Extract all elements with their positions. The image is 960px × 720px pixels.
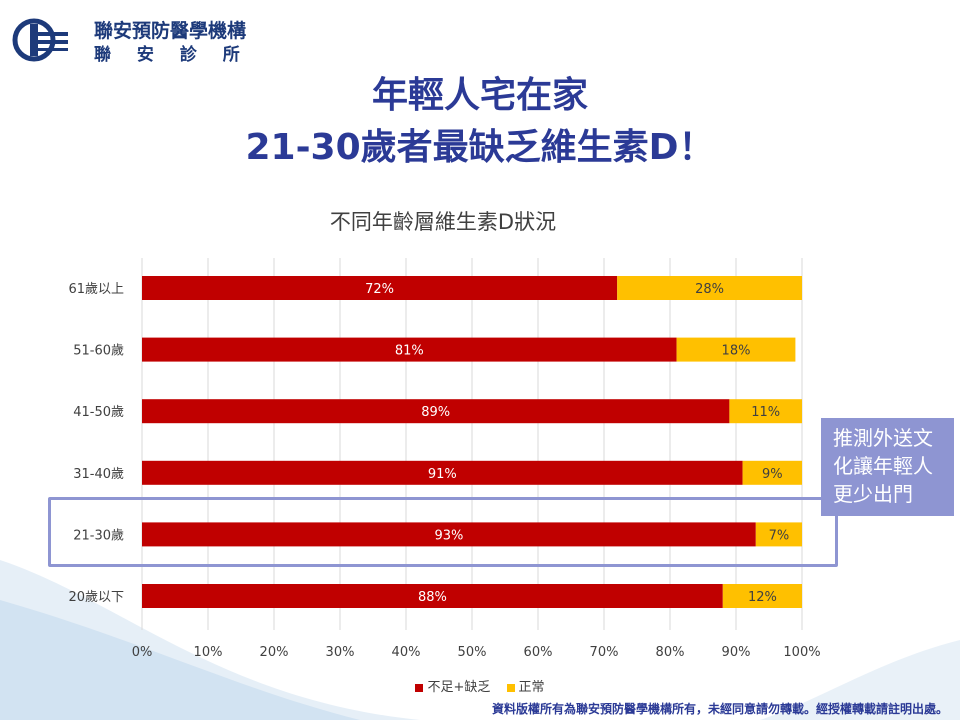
legend-item-normal: 正常 (506, 676, 545, 695)
legend-label-deficient: 不足+缺乏 (427, 680, 491, 695)
data-label: 18% (722, 344, 751, 359)
headline-line-2: 21-30歲者最缺乏維生素D！ (245, 127, 715, 168)
legend-label-normal: 正常 (518, 680, 545, 695)
bar-normal (729, 399, 802, 424)
callout-box: 推測外送文 化讓年輕人 更少出門 (821, 418, 954, 516)
data-label: 93% (434, 528, 463, 543)
data-label: 91% (428, 467, 457, 482)
data-label: 9% (762, 467, 783, 482)
data-label: 7% (769, 528, 790, 543)
category-label: 41-50歲 (73, 405, 124, 420)
callout-line-2: 化讓年輕人 (833, 454, 933, 478)
data-label: 12% (748, 590, 777, 605)
data-label: 89% (421, 405, 450, 420)
bar-deficient (142, 399, 730, 424)
x-tick-label: 90% (722, 645, 751, 660)
callout-line-3: 更少出門 (833, 482, 913, 506)
logo-mark-icon (12, 18, 68, 62)
x-tick-label: 50% (458, 645, 487, 660)
bar-normal (742, 460, 802, 485)
data-label: 11% (751, 405, 780, 420)
chart-title: 不同年齡層維生素D狀況 (329, 210, 557, 234)
x-tick-label: 100% (783, 645, 820, 660)
copyright-footer: 資料版權所有為聯安預防醫學機構所有，未經同意請勿轉載。經授權轉載請註明出處。 (491, 702, 948, 716)
x-tick-label: 0% (132, 645, 153, 660)
legend-swatch-deficient (415, 683, 424, 692)
brand-logo: 聯安預防醫學機構 聯 安 診 所 (12, 14, 252, 65)
legend-item-deficient: 不足+缺乏 (415, 676, 490, 695)
data-label: 28% (695, 282, 724, 297)
x-tick-label: 80% (656, 645, 685, 660)
bar-deficient (142, 337, 677, 362)
x-tick-label: 20% (260, 645, 289, 660)
callout-line-1: 推測外送文 (833, 426, 933, 450)
category-label: 21-30歲 (73, 528, 124, 543)
x-tick-label: 10% (194, 645, 223, 660)
data-label: 88% (418, 590, 447, 605)
bar-normal (722, 584, 802, 608)
x-tick-label: 60% (524, 645, 553, 660)
legend-swatch-normal (506, 683, 515, 692)
bar-normal (617, 276, 802, 300)
category-label: 61歲以上 (68, 282, 124, 297)
logo-name: 聯安預防醫學機構 (94, 20, 247, 42)
bar-normal (676, 337, 796, 362)
bar-deficient (142, 522, 756, 547)
headline-line-1: 年輕人宅在家 (371, 75, 588, 116)
data-label: 72% (365, 282, 394, 297)
logo-subname: 聯 安 診 所 (94, 45, 250, 65)
bar-deficient (142, 584, 723, 608)
x-tick-label: 70% (590, 645, 619, 660)
category-label: 31-40歲 (73, 467, 124, 482)
category-label: 20歲以下 (68, 590, 124, 605)
x-tick-label: 30% (326, 645, 355, 660)
x-tick-label: 40% (392, 645, 421, 660)
highlight-box-21-30 (48, 497, 838, 567)
bar-normal (755, 522, 802, 547)
bar-deficient (142, 460, 743, 485)
stacked-bar-chart: 0% 10% 20% 30% 40% 50% 60% 70% 80% 90% 100% 61歲以上 72… (68, 258, 821, 660)
category-label: 51-60歲 (73, 344, 124, 359)
bar-deficient (142, 276, 618, 300)
chart-legend: 不足+缺乏 正常 (0, 676, 960, 695)
data-label: 81% (395, 344, 424, 359)
